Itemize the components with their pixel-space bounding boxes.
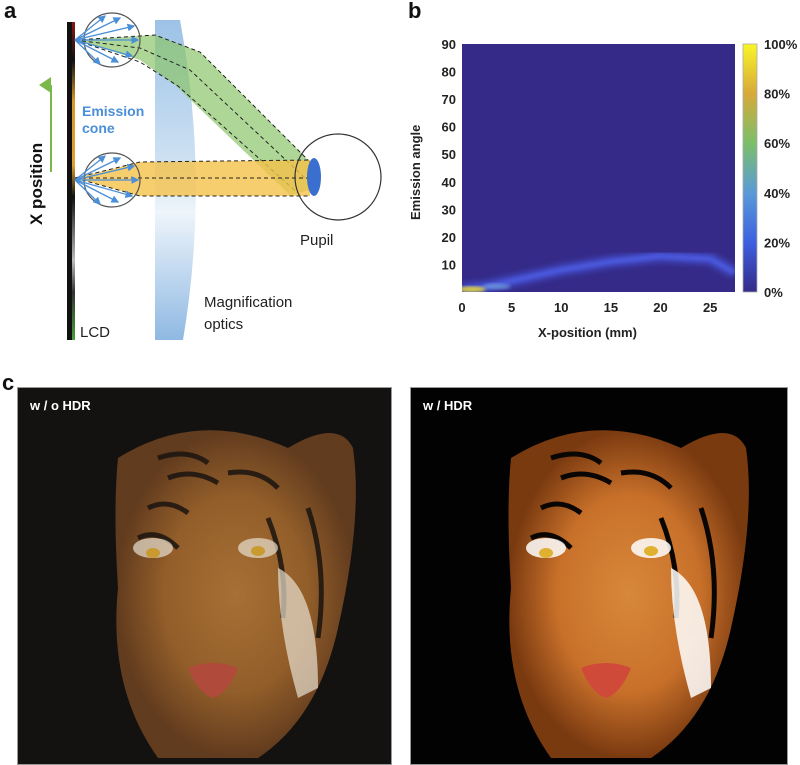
heatmap-peak-falloff bbox=[482, 283, 511, 290]
eye-outline bbox=[294, 133, 382, 221]
panel-b-heatmap: 10 20 30 40 50 60 70 80 90 0 5 10 15 20 25 Emission an… bbox=[408, 37, 798, 340]
emission-cone-top bbox=[74, 12, 141, 68]
colorbar-tick-label: 60% bbox=[764, 136, 790, 151]
green-beam bbox=[75, 35, 310, 195]
lcd-panel bbox=[67, 22, 73, 340]
x-tick-label: 25 bbox=[703, 300, 717, 315]
optics-label: Magnification bbox=[204, 294, 292, 311]
x-tick-label: 20 bbox=[653, 300, 667, 315]
y-tick-label: 60 bbox=[442, 120, 456, 135]
caption-with-hdr: w / HDR bbox=[423, 398, 473, 413]
emission-cone-label-2: cone bbox=[82, 120, 115, 136]
heatmap-background bbox=[462, 44, 735, 292]
photo-with-hdr: w / HDR bbox=[410, 387, 788, 765]
y-tick-label: 80 bbox=[442, 65, 456, 80]
pupil-label: Pupil bbox=[300, 232, 333, 249]
x-tick-label: 10 bbox=[554, 300, 568, 315]
x-tick-label: 15 bbox=[604, 300, 618, 315]
optics-label-2: optics bbox=[204, 316, 243, 333]
y-tick-label: 10 bbox=[442, 257, 456, 272]
panel-a-diagram: X position Emission cone Pupil Magnifica… bbox=[27, 12, 382, 341]
colorbar-tick-label: 0% bbox=[764, 285, 783, 300]
emission-cone-label: Emission bbox=[82, 103, 144, 119]
x-position-axis-label: X position bbox=[27, 143, 46, 225]
caption-without-hdr: w / o HDR bbox=[30, 398, 91, 413]
x-axis-label: X-position (mm) bbox=[538, 325, 637, 340]
y-tick-label: 70 bbox=[442, 92, 456, 107]
x-tick-label: 5 bbox=[508, 300, 515, 315]
lcd-color-strip bbox=[72, 22, 75, 340]
colorbar-tick-label: 40% bbox=[764, 186, 790, 201]
y-tick-label: 50 bbox=[442, 147, 456, 162]
tiger-image-hdr bbox=[411, 388, 787, 764]
y-tick-label: 90 bbox=[442, 37, 456, 52]
colorbar bbox=[742, 43, 758, 293]
lcd-label: LCD bbox=[80, 324, 110, 341]
panel-b-label: b bbox=[408, 0, 422, 23]
y-axis-label: Emission angle bbox=[408, 125, 423, 220]
x-tick-label: 0 bbox=[458, 300, 465, 315]
y-tick-label: 20 bbox=[442, 230, 456, 245]
colorbar-tick-label: 100% bbox=[764, 37, 798, 52]
colorbar-tick-label: 80% bbox=[764, 87, 790, 102]
emission-cone-bottom bbox=[74, 152, 141, 208]
pupil bbox=[307, 158, 321, 196]
y-tick-label: 30 bbox=[442, 202, 456, 217]
panel-c-label: c bbox=[2, 370, 15, 395]
photo-without-hdr: w / o HDR bbox=[17, 387, 392, 765]
colorbar-tick-label: 20% bbox=[764, 235, 790, 250]
heatmap-peak bbox=[462, 286, 486, 292]
tiger-image-dim bbox=[18, 388, 391, 764]
panel-a-label: a bbox=[4, 0, 17, 23]
y-tick-label: 40 bbox=[442, 175, 456, 190]
